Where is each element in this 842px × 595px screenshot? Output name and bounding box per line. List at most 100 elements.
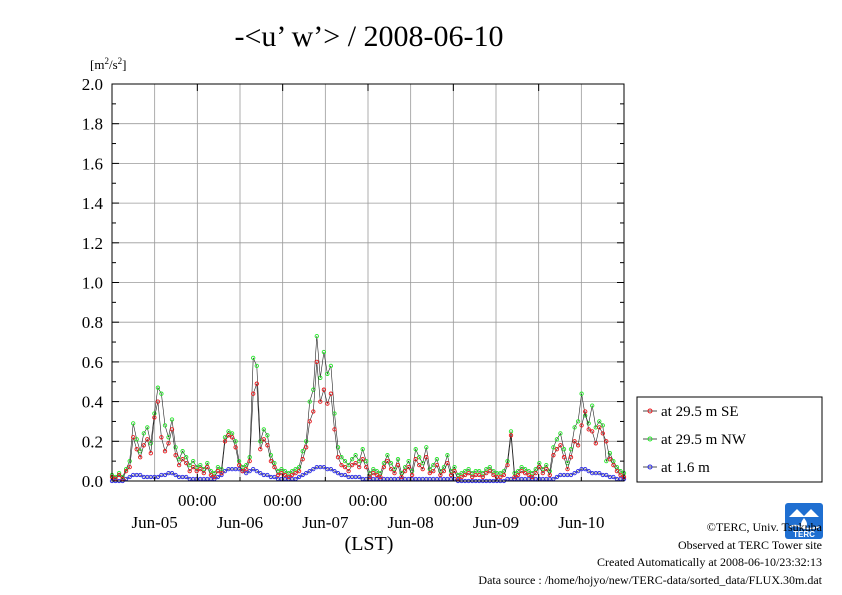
data-point	[558, 431, 563, 436]
data-point	[512, 474, 517, 480]
grid-lines	[112, 84, 624, 481]
data-point	[279, 466, 284, 472]
data-point	[311, 466, 316, 472]
data-point	[600, 431, 605, 436]
series-0	[109, 359, 627, 482]
data-point	[265, 443, 270, 448]
data-point	[459, 474, 464, 480]
data-point	[519, 464, 524, 470]
data-point	[215, 468, 221, 474]
data-point	[335, 470, 341, 476]
data-point	[395, 462, 401, 468]
data-point	[236, 458, 242, 464]
data-point	[155, 399, 161, 404]
data-point	[152, 411, 157, 416]
data-point	[349, 457, 355, 462]
data-point	[381, 464, 387, 470]
data-point	[477, 468, 482, 474]
data-point	[184, 460, 189, 466]
data-point	[565, 466, 570, 472]
data-point	[579, 391, 584, 396]
data-point	[127, 474, 132, 480]
data-point	[462, 472, 468, 478]
data-point	[198, 462, 203, 468]
data-point	[406, 464, 411, 470]
data-point	[229, 431, 235, 436]
legend-box	[636, 396, 823, 483]
data-point	[131, 421, 136, 426]
data-point	[597, 419, 602, 424]
data-point	[537, 460, 542, 466]
data-point	[226, 433, 231, 438]
x-date-label: Jun-07	[302, 513, 349, 532]
data-point	[304, 439, 309, 444]
x-time-label: 00:00	[519, 491, 558, 510]
data-point	[459, 470, 464, 476]
data-point	[498, 470, 503, 476]
data-point	[604, 439, 609, 444]
data-point	[360, 457, 365, 462]
data-point	[583, 466, 588, 472]
series-line	[111, 361, 625, 480]
data-point	[597, 425, 602, 430]
y-tick-label: 0.0	[82, 472, 103, 491]
data-point	[212, 470, 217, 476]
data-point	[579, 423, 584, 428]
data-point	[208, 472, 214, 478]
data-point	[222, 468, 228, 474]
data-point	[332, 468, 337, 474]
data-point	[487, 464, 492, 470]
axis-ticks: 0.0 0.2 0.4 0.6 0.8 1.0 1.2 1.4 1.6 1.8 2.0 00:00 00…	[82, 75, 624, 532]
data-point	[254, 468, 259, 474]
data-point	[572, 439, 577, 444]
data-point	[127, 464, 132, 470]
data-point	[607, 457, 613, 462]
data-point	[505, 462, 510, 468]
data-point	[448, 472, 454, 478]
data-point	[544, 466, 549, 472]
data-point	[452, 468, 457, 474]
data-point	[286, 470, 291, 476]
data-point	[152, 415, 157, 420]
data-point	[116, 472, 122, 478]
x-date-label: Jun-06	[217, 513, 263, 532]
data-point	[462, 468, 468, 474]
data-point	[544, 462, 549, 468]
data-point	[138, 455, 143, 460]
data-point	[420, 466, 425, 472]
data-point	[215, 464, 221, 470]
data-point	[575, 419, 581, 424]
data-point	[491, 472, 496, 478]
data-point	[325, 401, 330, 406]
data-point	[586, 421, 591, 426]
data-point	[466, 466, 471, 472]
data-point	[155, 474, 161, 480]
data-point	[300, 457, 305, 462]
data-point	[413, 447, 418, 452]
data-point	[427, 466, 432, 472]
data-point	[614, 468, 620, 474]
data-point	[173, 445, 178, 450]
data-point	[413, 457, 418, 462]
data-point	[286, 474, 291, 480]
data-point	[568, 455, 574, 460]
data-point	[385, 453, 390, 458]
legend-label: at 29.5 m SE	[661, 404, 739, 420]
data-point	[477, 472, 482, 478]
data-point	[205, 464, 210, 470]
data-point	[501, 472, 507, 478]
y-tick-label: 0.6	[82, 353, 103, 372]
y-axis-unit-label: [m2/s2]	[90, 56, 126, 72]
data-point	[360, 447, 365, 452]
data-point	[184, 455, 189, 460]
x-date-label: Jun-08	[388, 513, 434, 532]
data-point	[275, 472, 281, 478]
data-point	[342, 472, 348, 478]
data-point	[611, 458, 616, 464]
data-point	[466, 470, 471, 476]
data-point	[342, 464, 348, 470]
data-point	[272, 460, 277, 466]
data-point	[551, 445, 556, 450]
data-point	[265, 433, 270, 438]
